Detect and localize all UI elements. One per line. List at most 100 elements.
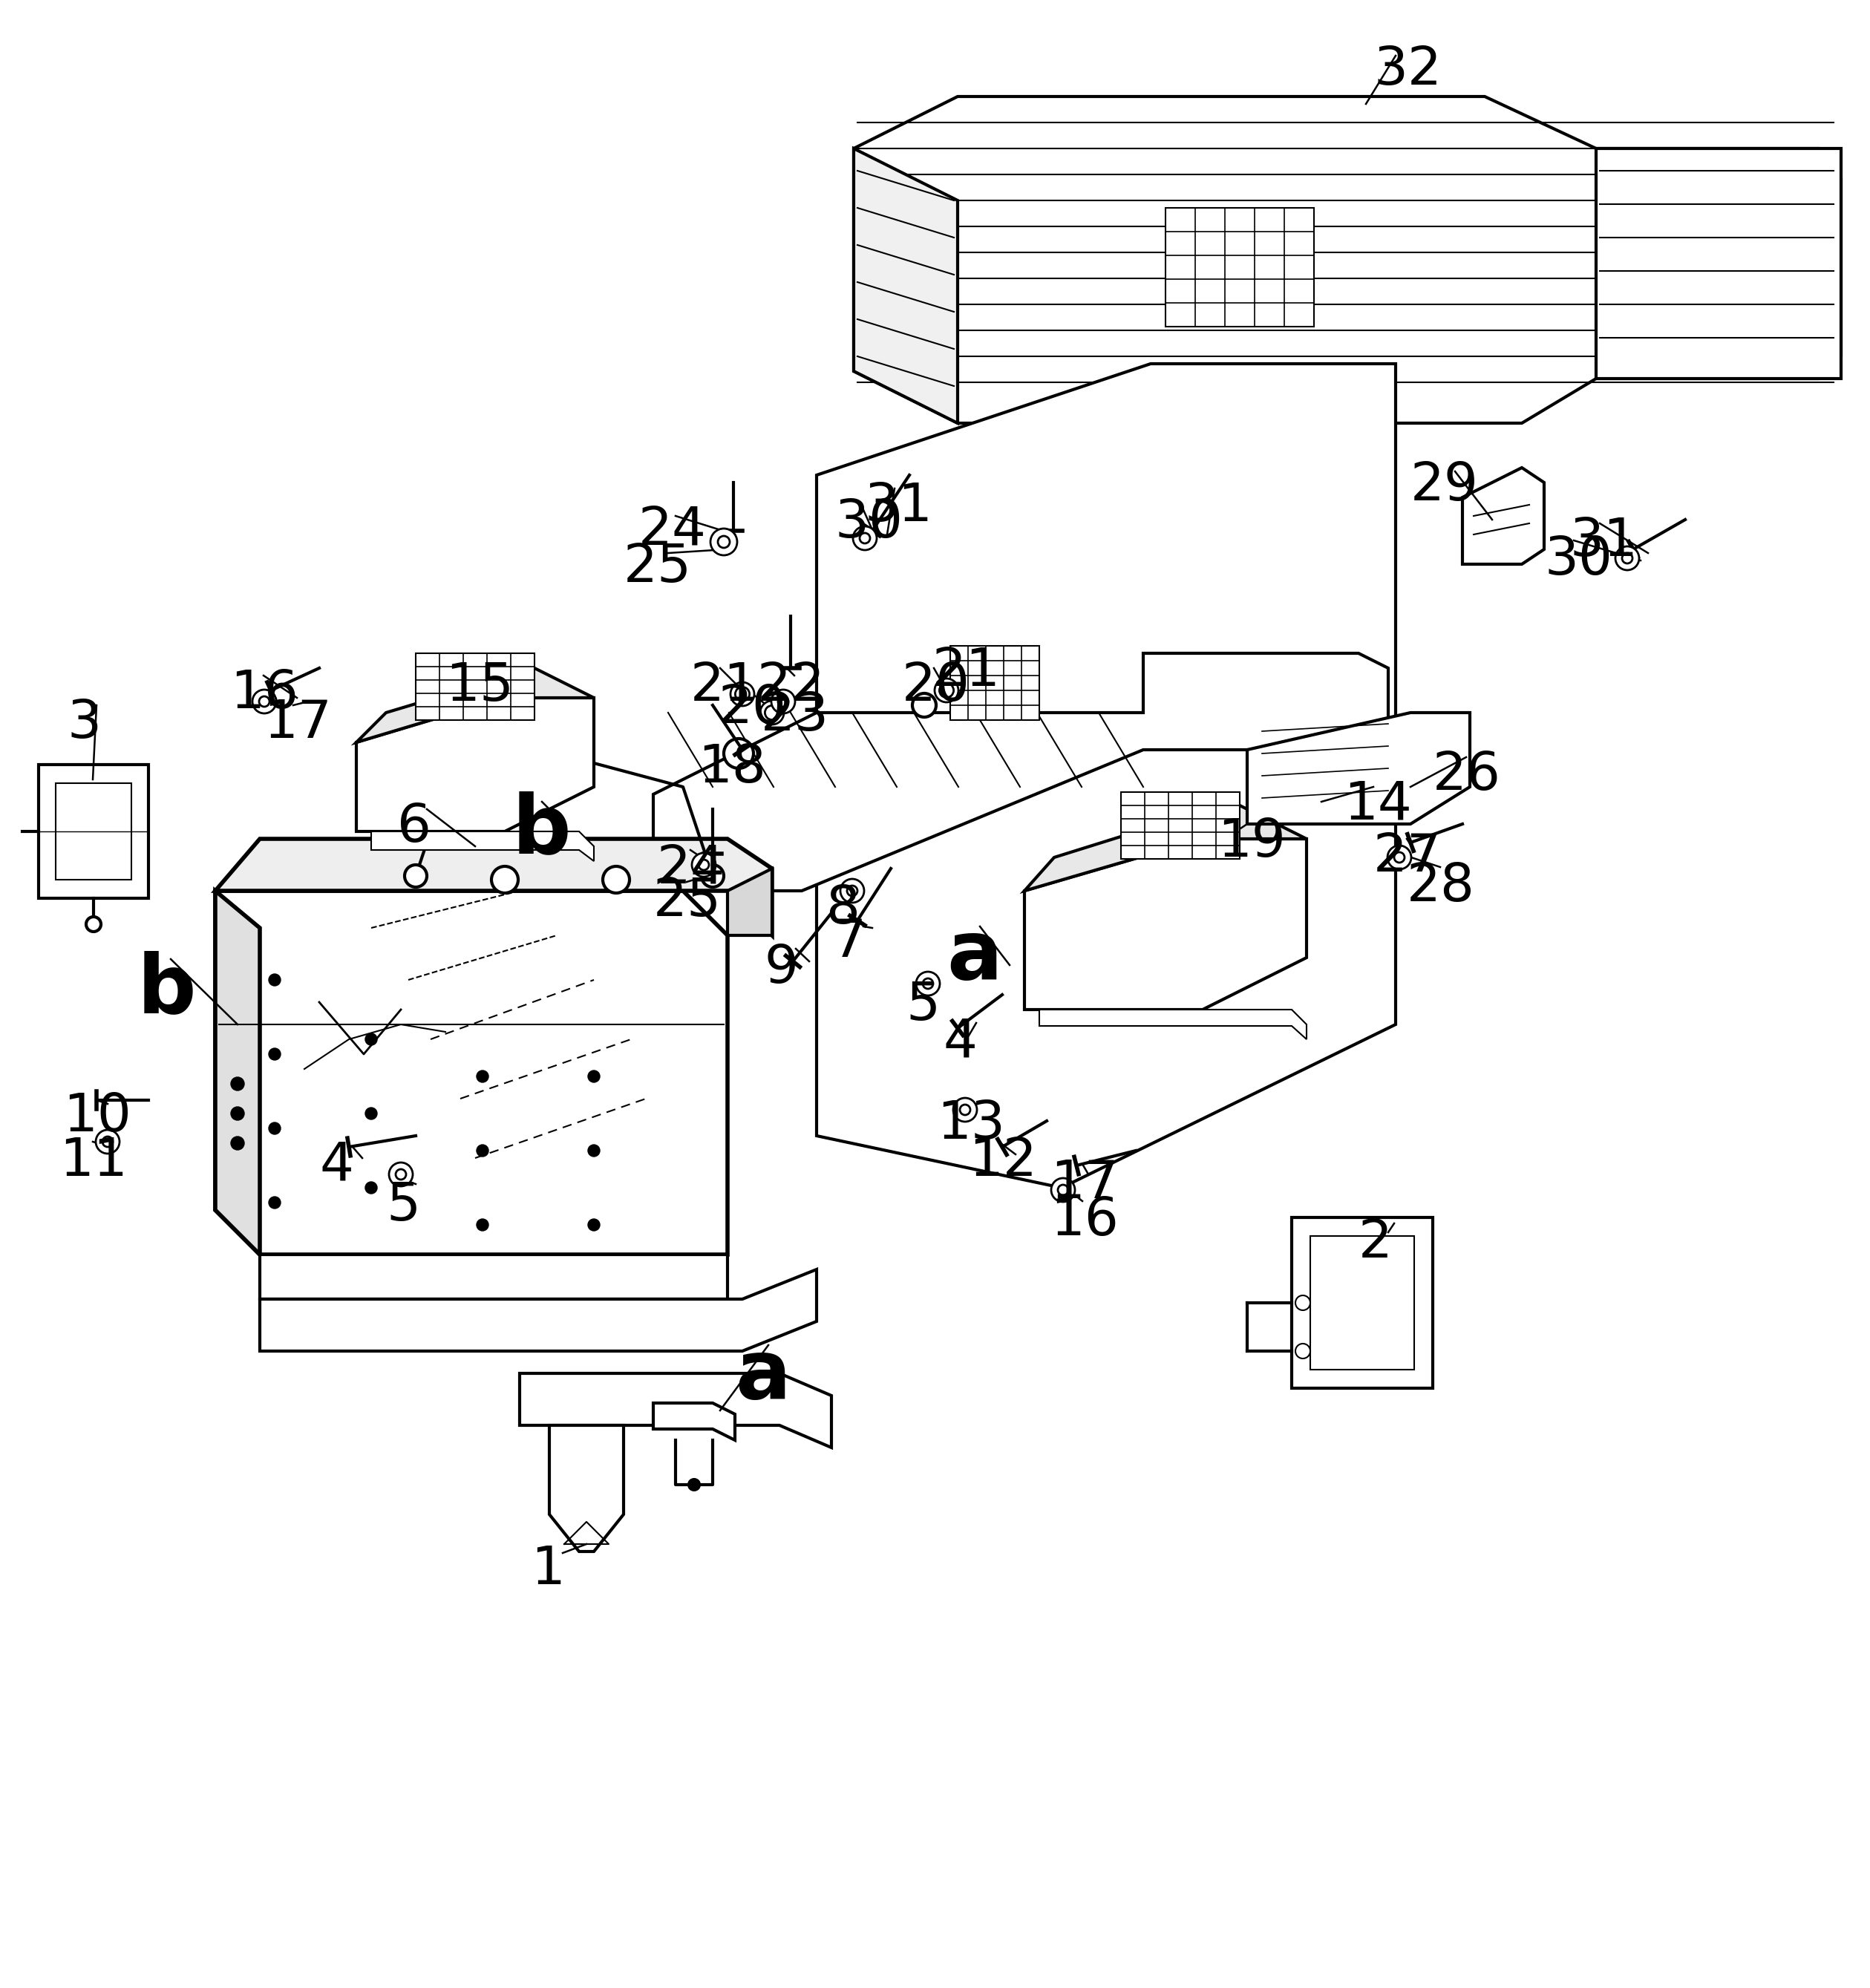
Text: 1: 1 (531, 1545, 565, 1594)
Circle shape (1395, 853, 1404, 863)
Polygon shape (1292, 1217, 1432, 1388)
Circle shape (365, 1181, 378, 1193)
Circle shape (840, 879, 864, 903)
Circle shape (847, 885, 858, 897)
Circle shape (1051, 1179, 1075, 1203)
Polygon shape (855, 97, 1842, 423)
Circle shape (778, 696, 789, 706)
Circle shape (770, 690, 795, 714)
Polygon shape (357, 668, 595, 742)
Polygon shape (520, 1374, 832, 1447)
Circle shape (477, 1145, 488, 1157)
Text: 21: 21 (690, 660, 759, 712)
Text: 5: 5 (905, 980, 941, 1032)
Circle shape (765, 706, 780, 720)
Text: 3: 3 (67, 698, 101, 749)
Text: 20: 20 (718, 684, 787, 734)
Circle shape (230, 1107, 245, 1119)
Text: 23: 23 (761, 690, 828, 742)
Circle shape (922, 978, 933, 988)
Circle shape (269, 1123, 280, 1135)
Text: 7: 7 (832, 916, 866, 968)
Circle shape (587, 1070, 600, 1081)
Text: 15: 15 (445, 660, 514, 712)
Circle shape (731, 682, 754, 706)
Text: 17: 17 (264, 698, 331, 749)
Circle shape (688, 1479, 699, 1491)
Polygon shape (1025, 839, 1307, 1010)
Text: a: a (735, 1336, 791, 1415)
Text: 25: 25 (623, 543, 692, 592)
Text: 31: 31 (1571, 517, 1638, 567)
Text: 16: 16 (1051, 1195, 1118, 1246)
Text: 22: 22 (757, 660, 825, 712)
Circle shape (701, 865, 724, 887)
Text: 4: 4 (320, 1139, 353, 1191)
Circle shape (718, 537, 729, 549)
Circle shape (230, 1077, 245, 1091)
Circle shape (587, 1145, 600, 1157)
Polygon shape (260, 1254, 727, 1298)
Text: 28: 28 (1406, 861, 1475, 912)
Circle shape (389, 1163, 413, 1187)
Text: 32: 32 (1373, 44, 1442, 95)
Circle shape (404, 865, 426, 887)
Circle shape (1621, 553, 1633, 563)
Text: 24: 24 (638, 505, 707, 557)
Circle shape (252, 690, 277, 714)
Text: 27: 27 (1373, 831, 1442, 883)
Circle shape (95, 1129, 120, 1153)
Circle shape (1296, 1296, 1311, 1310)
Text: 24: 24 (656, 843, 726, 895)
Circle shape (853, 527, 877, 551)
Circle shape (269, 974, 280, 986)
Polygon shape (653, 654, 1388, 891)
Circle shape (711, 529, 737, 555)
Bar (1165, 209, 1315, 326)
Circle shape (913, 694, 937, 718)
Text: 6: 6 (396, 801, 432, 853)
Polygon shape (550, 1425, 623, 1551)
Polygon shape (215, 839, 772, 936)
Polygon shape (357, 698, 595, 831)
Bar (415, 654, 535, 720)
Text: 26: 26 (1432, 749, 1502, 801)
Text: b: b (512, 791, 572, 871)
Circle shape (477, 1219, 488, 1231)
Text: 2: 2 (1358, 1217, 1393, 1268)
Polygon shape (56, 783, 131, 879)
Polygon shape (1597, 149, 1842, 378)
Polygon shape (855, 149, 957, 423)
Circle shape (954, 1097, 976, 1121)
Polygon shape (1040, 1010, 1307, 1040)
Circle shape (86, 916, 101, 932)
Text: 20: 20 (901, 660, 971, 712)
Polygon shape (370, 831, 595, 861)
Circle shape (269, 1197, 280, 1209)
Text: 14: 14 (1345, 779, 1412, 831)
Polygon shape (260, 1270, 817, 1352)
Circle shape (103, 1137, 112, 1147)
Circle shape (477, 1070, 488, 1081)
Text: 19: 19 (1217, 817, 1287, 869)
Polygon shape (817, 364, 1395, 1187)
Circle shape (230, 1137, 245, 1149)
Circle shape (365, 1034, 378, 1046)
Circle shape (269, 1048, 280, 1060)
Circle shape (761, 702, 784, 724)
Circle shape (735, 688, 750, 702)
Circle shape (699, 859, 709, 871)
Circle shape (1616, 547, 1640, 571)
Circle shape (860, 533, 870, 543)
Polygon shape (1025, 801, 1307, 891)
Text: 4: 4 (942, 1018, 976, 1068)
Circle shape (587, 1219, 600, 1231)
Text: 9: 9 (765, 942, 798, 994)
Text: 17: 17 (1051, 1159, 1118, 1209)
Polygon shape (653, 1404, 735, 1439)
Text: 11: 11 (60, 1135, 127, 1187)
Circle shape (959, 1105, 971, 1115)
Text: 16: 16 (230, 668, 297, 720)
Circle shape (935, 678, 959, 702)
Text: 25: 25 (653, 877, 722, 926)
